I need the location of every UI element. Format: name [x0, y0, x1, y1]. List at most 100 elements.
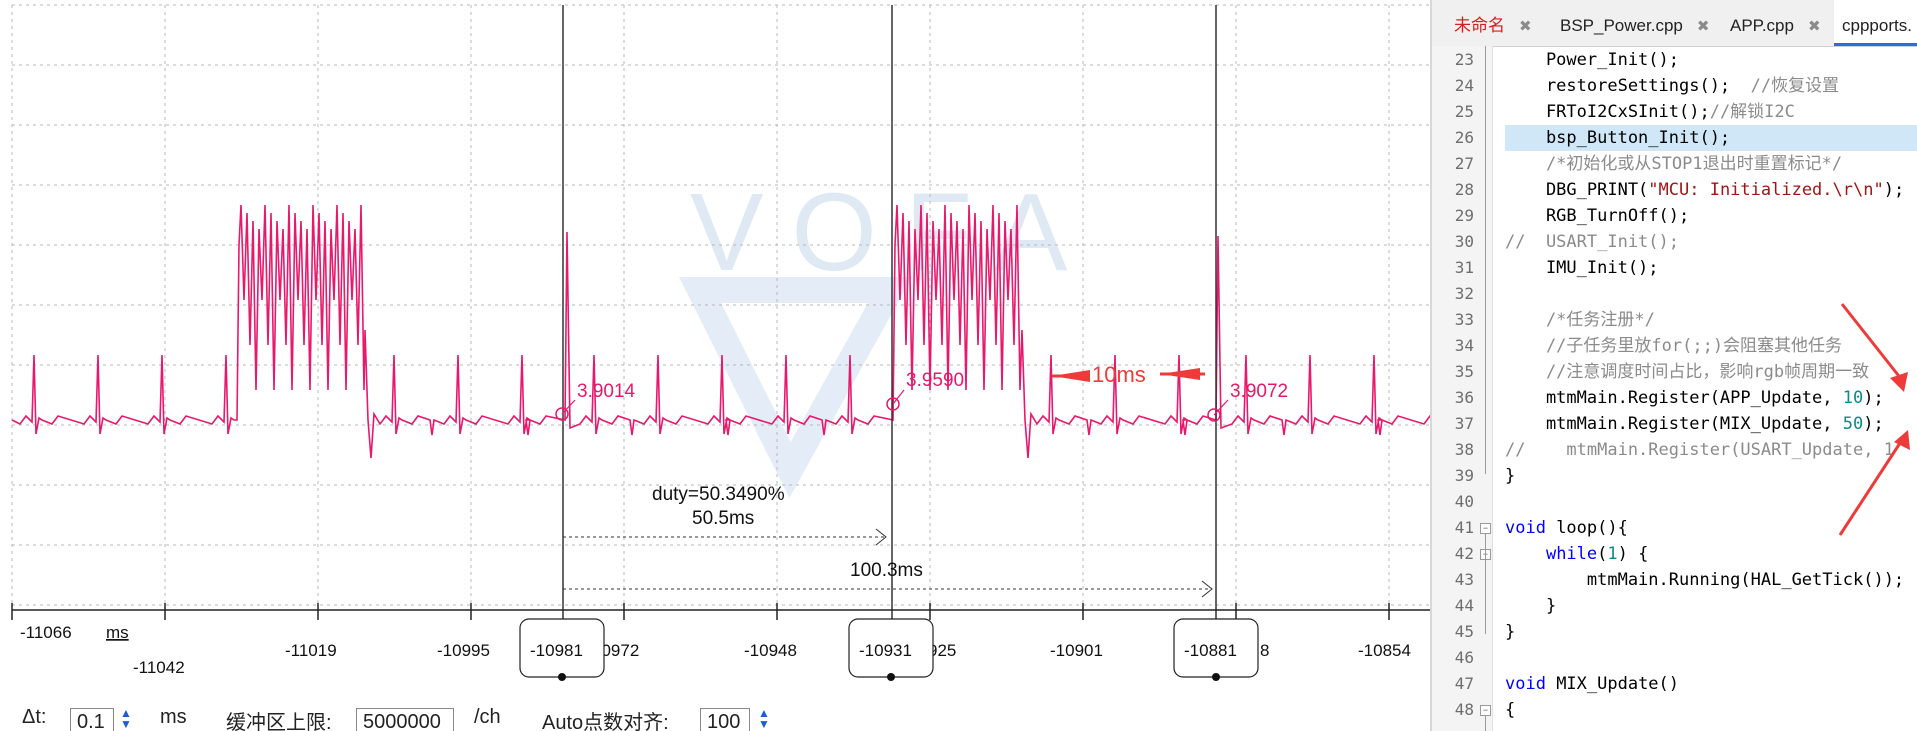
line-number: 24 — [1454, 76, 1474, 95]
cursor-time-box-3[interactable]: -10881 — [1173, 618, 1259, 681]
dt-label: Δt: — [22, 706, 47, 728]
code-line[interactable]: //子任务里放for(;;)会阻塞其他任务 — [1505, 336, 1843, 356]
cursor-time-2: -10931 — [859, 641, 912, 660]
code-line[interactable]: { — [1505, 700, 1516, 720]
cursor-value-2: 3.9590 — [906, 370, 964, 391]
code-line[interactable]: IMU_Init(); — [1505, 258, 1659, 278]
code-line[interactable]: /*任务注册*/ — [1505, 310, 1655, 330]
annotation-period: 10ms — [1092, 362, 1146, 387]
code-editor[interactable]: 未命名 ✖ BSP_Power.cpp ✖ APP.cpp ✖ cppports. 2… — [1430, 0, 1917, 731]
dt-spinner-icon[interactable]: ▲ ▼ — [120, 706, 132, 731]
waveform-plot[interactable]: VOFA 3.9014 3.9590 3.9072 10ms duty=50.3… — [0, 0, 1430, 700]
code-line[interactable]: } — [1505, 622, 1516, 642]
code-line[interactable]: // USART_Init(); — [1505, 232, 1679, 252]
tab-label: BSP_Power.cpp — [1560, 16, 1683, 35]
cursor-time-box-1[interactable]: -10981 — [519, 618, 605, 681]
x-axis-unit: ms — [106, 623, 129, 642]
measure-period: 100.3ms — [850, 560, 923, 581]
line-number: 34 — [1454, 336, 1474, 355]
tab-label: cppports. — [1842, 16, 1912, 35]
auto-align-spinner-icon[interactable]: ▲ ▼ — [758, 706, 770, 731]
close-icon[interactable]: ✖ — [1807, 18, 1821, 35]
line-number: 26 — [1454, 128, 1474, 147]
code-line[interactable]: // mtmMain.Register(USART_Update, 1 — [1505, 440, 1894, 460]
buffer-input[interactable]: 5000000 — [356, 708, 454, 731]
fold-toggle-icon[interactable]: − — [1480, 705, 1491, 716]
x-tick-label-2: -11042 — [133, 658, 185, 677]
tab-bsp-power[interactable]: BSP_Power.cpp ✖ — [1560, 0, 1709, 46]
line-number: 47 — [1454, 674, 1474, 693]
cursor-value-3: 3.9072 — [1230, 381, 1288, 402]
current-line-highlight — [1505, 125, 1917, 151]
dt-input[interactable]: 0.1 — [70, 708, 114, 731]
line-number: 43 — [1454, 570, 1474, 589]
cursor-time-box-2[interactable]: -10931 — [848, 618, 934, 681]
fold-guide — [1485, 534, 1486, 634]
code-line[interactable]: void MIX_Update() — [1505, 674, 1680, 694]
code-line[interactable]: mtmMain.Running(HAL_GetTick()); — [1505, 570, 1905, 590]
tab-label: APP.cpp — [1730, 16, 1794, 35]
cursor-time-1: -10981 — [530, 641, 583, 660]
cursor-marker-leader-2 — [892, 389, 905, 405]
line-number: 45 — [1454, 622, 1474, 641]
line-number: 23 — [1454, 50, 1474, 69]
measure-period-arrow-icon — [1201, 580, 1213, 598]
tab-cppports[interactable]: cppports. — [1834, 0, 1917, 46]
code-line[interactable]: mtmMain.Register(MIX_Update, 50); — [1505, 414, 1884, 434]
code-line[interactable]: FRToI2CxSInit();//解锁I2C — [1505, 102, 1795, 122]
watermark-logo-icon — [678, 277, 913, 498]
code-line[interactable]: /*初始化或从STOP1退出时重置标记*/ — [1505, 154, 1843, 174]
cursor-marker-2 — [886, 397, 900, 411]
code-line[interactable]: } — [1505, 466, 1516, 486]
line-number: 48 — [1454, 700, 1474, 719]
editor-tab-bar: 未命名 ✖ BSP_Power.cpp ✖ APP.cpp ✖ cppports. — [1432, 0, 1917, 47]
close-icon[interactable]: ✖ — [1519, 18, 1532, 35]
code-line[interactable]: RGB_TurnOff(); — [1505, 206, 1690, 226]
line-number: 41 — [1454, 518, 1474, 537]
signal-trace — [11, 204, 1430, 459]
tab-untitled[interactable]: 未命名 ✖ — [1454, 0, 1532, 46]
x-tick-label-1: -11066 — [20, 623, 72, 642]
line-number: 29 — [1454, 206, 1474, 225]
auto-align-input[interactable]: 100 — [700, 708, 750, 731]
code-line[interactable]: restoreSettings(); //恢复设置 — [1505, 76, 1840, 96]
code-line[interactable]: while(1) { — [1545, 544, 1649, 564]
code-line[interactable]: Power_Init(); — [1505, 50, 1679, 70]
tab-app[interactable]: APP.cpp ✖ — [1730, 0, 1821, 46]
code-line[interactable]: } — [1505, 596, 1557, 616]
line-number: 44 — [1454, 596, 1474, 615]
code-line[interactable]: void loop(){ — [1505, 518, 1628, 538]
x-tick-label-3: -11019 — [285, 641, 337, 660]
cursor-marker-leader-3 — [1213, 399, 1229, 416]
cursor-marker-1 — [555, 407, 569, 421]
x-axis-ticks — [11, 603, 1390, 620]
close-icon[interactable]: ✖ — [1696, 18, 1710, 35]
line-number: 42 — [1454, 544, 1474, 563]
waveform-panel[interactable]: VOFA 3.9014 3.9590 3.9072 10ms duty=50.3… — [0, 0, 1430, 731]
annotation-arrow-icon — [1890, 372, 1908, 392]
dt-unit: ms — [160, 706, 187, 728]
line-number: 30 — [1454, 232, 1474, 251]
code-line[interactable]: mtmMain.Register(APP_Update, 10); — [1505, 388, 1884, 408]
line-number: 33 — [1454, 310, 1474, 329]
line-number: 37 — [1454, 414, 1474, 433]
measure-duty: duty=50.3490% — [652, 484, 785, 505]
scope-controls: Δt: 0.1 ▲ ▼ ms 缓冲区上限: 5000000 /ch Auto点数对… — [0, 700, 1430, 731]
code-line[interactable]: //注意调度时间占比，影响rgb帧周期一致 — [1505, 362, 1870, 382]
line-number: 46 — [1454, 648, 1474, 667]
annotation-arrow-icon — [1894, 430, 1910, 450]
tab-label: 未命名 — [1454, 16, 1505, 35]
cursor-marker-3 — [1207, 408, 1221, 422]
code-line[interactable]: bsp_Button_Init(); — [1505, 128, 1731, 148]
line-number: 25 — [1454, 102, 1474, 121]
line-number: 38 — [1454, 440, 1474, 459]
code-line[interactable]: DBG_PRINT("MCU: Initialized.\r\n"); — [1505, 180, 1905, 200]
line-number: 35 — [1454, 362, 1474, 381]
fold-toggle-icon[interactable]: − — [1480, 523, 1491, 534]
line-number: 40 — [1454, 492, 1474, 511]
x-tick-label-7: -10948 — [744, 641, 797, 660]
fold-guide — [1485, 46, 1486, 474]
cursor-time-3: -10881 — [1184, 641, 1237, 660]
cursor-value-1: 3.9014 — [577, 381, 636, 402]
line-number-gutter — [1432, 46, 1493, 731]
